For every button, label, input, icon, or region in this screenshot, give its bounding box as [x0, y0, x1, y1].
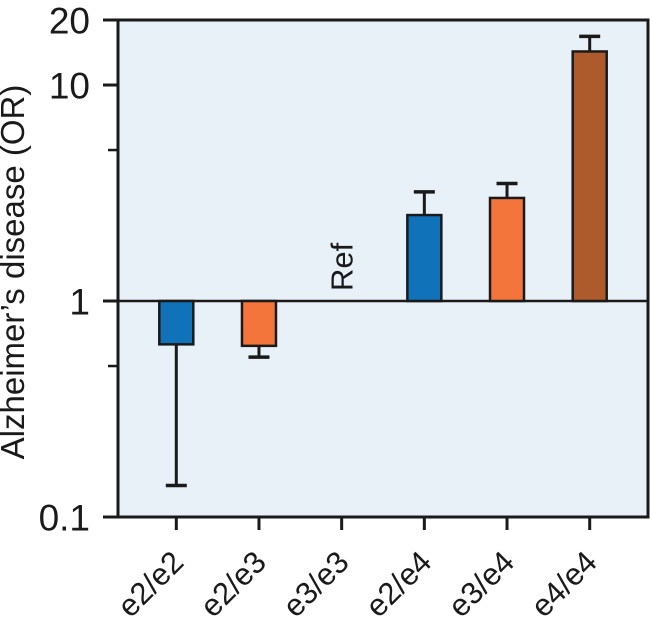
- x-axis-label-e3e3: e3/e3: [276, 544, 356, 624]
- y-tick-label-10: 10: [49, 65, 90, 106]
- x-axis-label-e2e2: e2/e2: [111, 544, 191, 624]
- bar-e2e3: [240, 299, 278, 348]
- y-axis-title: Alzheimer’s disease (OR): [0, 85, 31, 460]
- plot-background: [118, 20, 648, 517]
- x-axis-label-e4e4: e4/e4: [524, 544, 604, 624]
- y-tick-label-1: 1: [69, 281, 90, 322]
- bar-e2e2: [158, 299, 195, 346]
- x-axis-label-e3e4: e3/e4: [441, 544, 521, 624]
- y-tick-label-20: 20: [49, 0, 90, 41]
- plot-frame: [116, 18, 650, 519]
- ref-label: Ref: [325, 242, 360, 291]
- y-tick-label-0_1: 0.1: [39, 497, 90, 538]
- bar-e3e4: [488, 196, 526, 303]
- x-axis-label-e2e4: e2/e4: [359, 544, 439, 624]
- x-axis-label-e2e3: e2/e3: [193, 544, 273, 624]
- bar-e2e4: [406, 213, 443, 303]
- bar-e4e4: [571, 50, 608, 303]
